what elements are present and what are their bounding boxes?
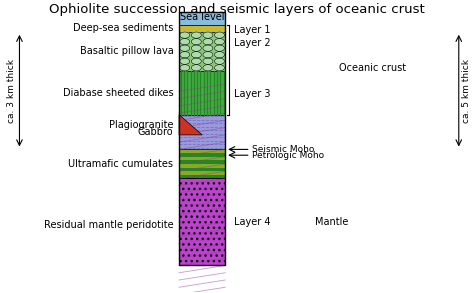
Bar [179, 11, 225, 265]
Text: ca. 3 km thick: ca. 3 km thick [7, 59, 16, 123]
Text: Deep-sea sediments: Deep-sea sediments [73, 23, 173, 33]
Circle shape [191, 32, 201, 38]
Circle shape [203, 38, 213, 45]
Circle shape [191, 58, 201, 64]
Bar [179, 149, 225, 153]
Bar [179, 71, 225, 115]
Text: Diabase sheeted dikes: Diabase sheeted dikes [63, 88, 173, 98]
Text: Gabbro: Gabbro [138, 127, 173, 137]
Text: Layer 1: Layer 1 [235, 25, 271, 35]
Circle shape [180, 38, 190, 45]
Circle shape [214, 38, 225, 45]
Circle shape [214, 52, 225, 58]
Circle shape [203, 65, 213, 71]
Circle shape [180, 65, 190, 71]
Circle shape [203, 52, 213, 58]
Circle shape [180, 58, 190, 64]
Circle shape [191, 65, 201, 71]
Bar [179, 149, 225, 178]
Circle shape [191, 52, 201, 58]
Text: Oceanic crust: Oceanic crust [338, 63, 406, 73]
Text: Residual mantle peridotite: Residual mantle peridotite [44, 220, 173, 230]
Bar [179, 149, 225, 178]
Text: Layer 4: Layer 4 [235, 217, 271, 227]
Bar [179, 32, 225, 71]
Circle shape [180, 32, 190, 38]
Circle shape [180, 52, 190, 58]
Bar [179, 153, 225, 157]
Circle shape [214, 65, 225, 71]
Circle shape [214, 32, 225, 38]
Bar [179, 115, 225, 149]
Text: Layer 3: Layer 3 [235, 89, 271, 99]
Bar [179, 171, 225, 175]
Text: ca. 5 km thick: ca. 5 km thick [463, 59, 472, 123]
Text: Ophiolite succession and seismic layers of oceanic crust: Ophiolite succession and seismic layers … [49, 3, 425, 16]
Text: Plagiogranite: Plagiogranite [109, 120, 173, 130]
Bar [179, 160, 225, 164]
Circle shape [214, 45, 225, 51]
Bar [179, 178, 225, 265]
Text: Sea level: Sea level [180, 12, 224, 22]
Bar [179, 168, 225, 171]
Bar [179, 25, 225, 32]
Bar [179, 157, 225, 160]
Circle shape [191, 45, 201, 51]
Text: Basaltic pillow lava: Basaltic pillow lava [80, 46, 173, 56]
Bar [179, 178, 225, 265]
Circle shape [191, 38, 201, 45]
Bar [179, 175, 225, 178]
Circle shape [180, 45, 190, 51]
Text: Mantle: Mantle [315, 217, 349, 227]
Text: Ultramafic cumulates: Ultramafic cumulates [68, 159, 173, 169]
Polygon shape [179, 115, 202, 135]
Text: Seismic Moho: Seismic Moho [252, 145, 314, 154]
Text: Layer 2: Layer 2 [235, 38, 271, 47]
Circle shape [214, 58, 225, 64]
Bar [179, 11, 225, 25]
Text: Petrologic Moho: Petrologic Moho [252, 151, 324, 160]
Circle shape [203, 58, 213, 64]
Bar [179, 164, 225, 168]
Circle shape [203, 32, 213, 38]
Circle shape [203, 45, 213, 51]
